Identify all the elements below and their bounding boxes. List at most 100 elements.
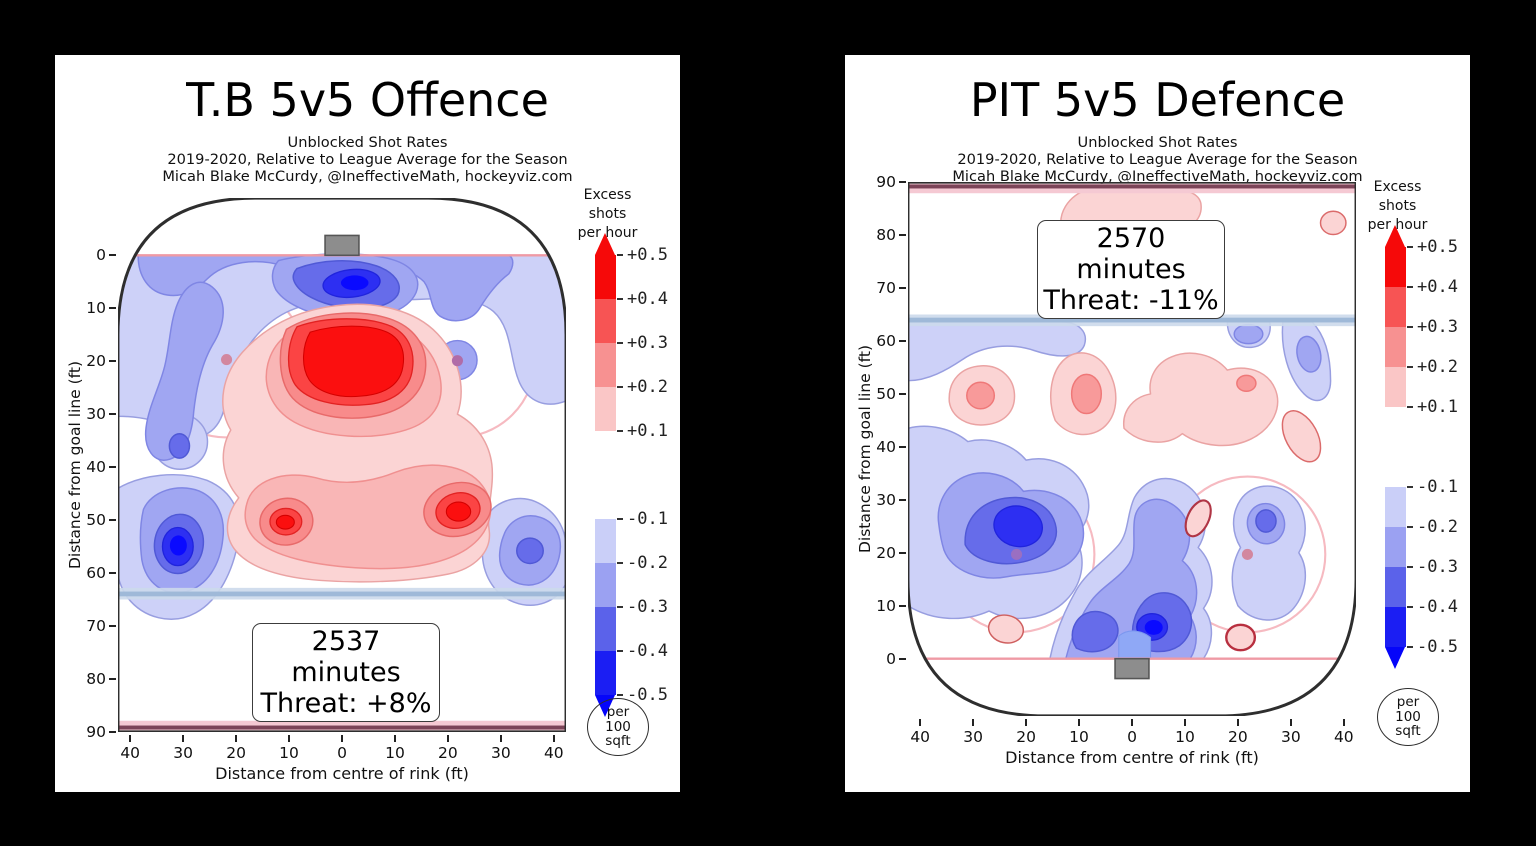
x-tick-mark — [393, 735, 396, 742]
x-tick-label: 30 — [1280, 728, 1301, 746]
chart-title: T.B 5v5 Offence — [186, 73, 549, 127]
y-tick-mark — [899, 181, 906, 183]
x-tick-mark — [182, 735, 185, 742]
colorbar-tick-mark — [617, 298, 623, 300]
colorbar: +0.5 +0.4 +0.3 +0.2 +0.1 -0.1 -0.2 -0.3 -0.4 -0.5 — [1385, 237, 1458, 657]
shot-rate-contours — [118, 234, 566, 731]
colorbar-tick-mark — [617, 342, 623, 344]
y-tick-label: 20 — [876, 543, 896, 562]
y-tick-mark — [899, 657, 906, 660]
y-tick-label: 60 — [876, 331, 896, 350]
blue-line — [908, 317, 1356, 323]
colorbar-arrow-up-icon — [1385, 225, 1405, 247]
x-tick-mark — [552, 735, 555, 742]
x-axis-title: Distance from centre of rink (ft) — [1005, 748, 1259, 767]
colorbar-tick-mark — [1407, 646, 1413, 648]
per-100-sqft-badge: per 100 sqft — [1377, 688, 1439, 746]
y-tick-label: 50 — [876, 384, 896, 403]
x-tick-mark — [288, 735, 291, 742]
y-tick-label: 90 — [876, 173, 896, 191]
chart-subtitle: Unblocked Shot Rates 2019-2020, Relative… — [55, 134, 680, 186]
y-tick-mark — [109, 571, 116, 574]
x-tick-mark — [1289, 719, 1292, 726]
colorbar-tick-mark — [1407, 606, 1413, 608]
x-tick-label: 40 — [910, 728, 931, 746]
blue-line — [118, 591, 566, 597]
x-tick-label: 30 — [490, 744, 511, 762]
colorbar-tick-label: +0.4 — [1417, 277, 1458, 297]
x-tick-label: 40 — [1333, 728, 1354, 746]
y-tick-mark — [109, 307, 116, 310]
colorbar-tick-mark — [617, 430, 623, 432]
x-tick-mark — [1183, 719, 1186, 726]
net-icon — [324, 234, 360, 257]
faceoff-dot — [1241, 548, 1254, 560]
x-tick-label: 30 — [173, 744, 193, 762]
x-tick-label: 40 — [120, 744, 141, 762]
colorbar-segment — [1385, 567, 1406, 607]
colorbar-tick-label: +0.5 — [627, 245, 668, 265]
y-tick-mark — [899, 392, 906, 395]
shot-rate-contours — [908, 183, 1356, 680]
colorbar-tick-label: -0.5 — [1417, 637, 1458, 657]
rink-boards-outline — [908, 182, 1356, 716]
chart-panel-defence: PIT 5v5 Defence Unblocked Shot Rates 201… — [845, 55, 1470, 792]
colorbar-tick-mark — [617, 606, 623, 608]
y-tick-mark — [109, 466, 116, 469]
colorbar-tick-mark — [1407, 366, 1413, 368]
x-tick-mark — [129, 735, 132, 742]
colorbar-segment — [1385, 367, 1406, 407]
colorbar-segment — [595, 651, 616, 695]
x-tick-label: 10 — [1175, 728, 1195, 746]
y-tick-mark — [109, 730, 116, 733]
y-tick-label: 70 — [86, 616, 106, 635]
colorbar-tick-mark — [1407, 406, 1413, 408]
colorbar-segment — [1385, 607, 1406, 647]
minutes-value: 2537 minutes — [291, 626, 401, 688]
y-tick-label: 60 — [86, 563, 106, 582]
x-axis-title: Distance from centre of rink (ft) — [215, 764, 469, 783]
colorbar-tick-label: -0.1 — [1417, 477, 1458, 497]
x-tick-mark — [919, 719, 922, 726]
y-tick-label: 80 — [86, 669, 106, 688]
colorbar-tick-label: -0.5 — [627, 685, 668, 705]
x-tick-mark — [499, 735, 502, 742]
colorbar-segment — [595, 519, 616, 563]
net-icon — [1114, 657, 1150, 680]
x-tick-label: 10 — [1069, 728, 1089, 746]
x-tick-label: 0 — [337, 744, 347, 762]
colorbar-tick-mark — [1407, 526, 1413, 528]
rink-heatmap-svg — [908, 182, 1356, 716]
colorbar-tick-mark — [617, 562, 623, 564]
x-tick-mark — [1025, 719, 1028, 726]
x-tick-mark — [1131, 719, 1133, 726]
colorbar-segment — [1385, 487, 1406, 527]
x-tick-mark — [341, 735, 343, 742]
faceoff-dot — [1010, 548, 1023, 560]
x-tick-label: 20 — [438, 744, 458, 762]
per-100-sqft-badge: per 100 sqft — [587, 698, 649, 756]
colorbar-tick-label: +0.2 — [1417, 357, 1458, 377]
threat-value: Threat: -11% — [1043, 285, 1219, 316]
colorbar-segment — [1385, 327, 1406, 367]
colorbar-tick-label: +0.4 — [627, 289, 668, 309]
y-tick-label: 10 — [86, 299, 106, 318]
y-tick-mark — [899, 551, 906, 554]
y-tick-label: 40 — [86, 458, 106, 477]
colorbar-tick-label: -0.2 — [627, 553, 668, 573]
y-tick-mark — [109, 254, 116, 257]
y-tick-label: 90 — [86, 722, 106, 741]
colorbar-tick-mark — [617, 518, 623, 520]
y-tick-mark — [109, 518, 116, 521]
y-tick-mark — [109, 413, 116, 416]
y-tick-label: 30 — [876, 490, 896, 509]
x-tick-label: 20 — [1016, 728, 1036, 746]
minutes-threat-box: 2570 minutes Threat: -11% — [1037, 220, 1225, 319]
rink-plot: Distance from goal line (ft) Distance fr… — [66, 198, 566, 783]
y-tick-mark — [109, 624, 116, 627]
colorbar-tick-label: +0.2 — [627, 377, 668, 397]
colorbar: +0.5 +0.4 +0.3 +0.2 +0.1 -0.1 -0.2 -0.3 -0.4 -0.5 — [595, 245, 668, 705]
y-tick-mark — [899, 233, 906, 236]
colorbar-tick-label: +0.3 — [627, 333, 668, 353]
